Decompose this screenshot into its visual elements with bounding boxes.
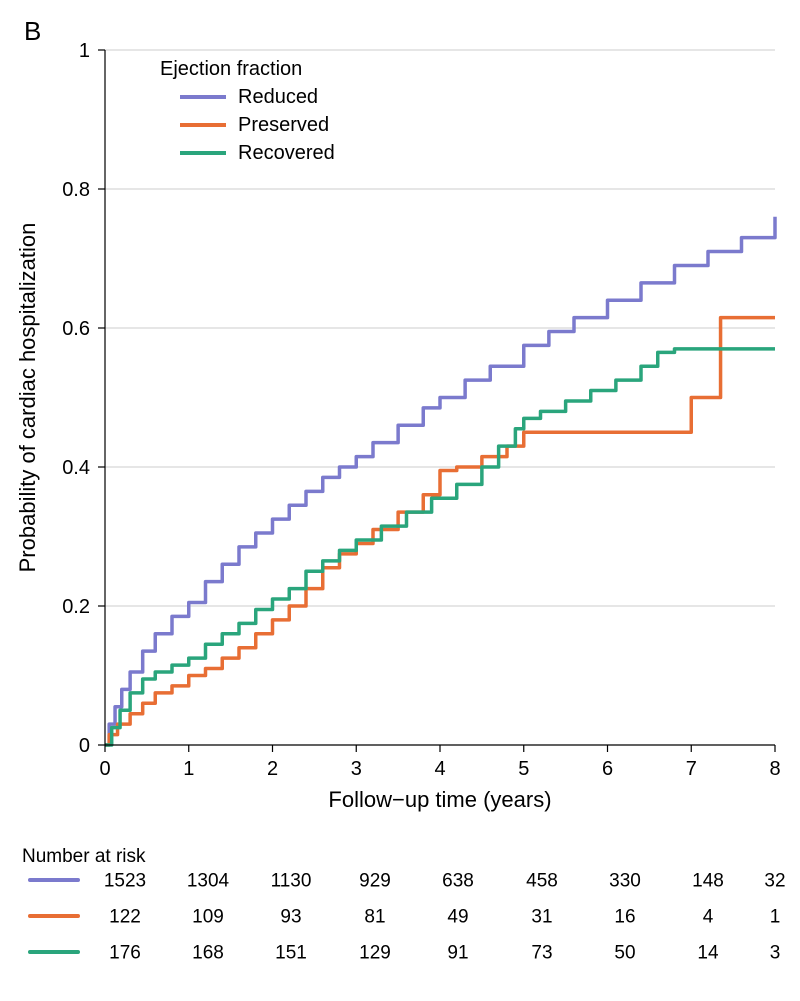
x-axis-label: Follow−up time (years) [328,787,551,812]
x-tick-label: 0 [99,758,110,780]
x-tick-label: 7 [686,758,697,780]
risk-cell: 129 [359,943,391,964]
chart-svg: B 0 1 2 3 4 5 6 7 8 0 0.2 0.4 0.6 0.8 1 Follow−up time (… [0,0,800,1001]
y-tick-label: 0.6 [62,318,90,340]
x-tick-label: 3 [351,758,362,780]
risk-cell: 458 [526,871,558,892]
risk-cell: 93 [280,907,301,928]
risk-cell: 91 [447,943,468,964]
risk-cell: 1 [770,907,781,928]
risk-cell: 73 [531,943,552,964]
x-tick-label: 8 [769,758,780,780]
y-axis-label: Probability of cardiac hospitalization [15,223,40,573]
risk-cell: 176 [109,943,141,964]
risk-cell: 16 [614,907,635,928]
risk-cell: 1130 [271,871,312,892]
risk-cell: 122 [109,907,141,928]
y-tick-label: 0.2 [62,596,90,618]
risk-cell: 148 [692,871,724,892]
risk-cell: 109 [192,907,224,928]
risk-cell: 330 [609,871,641,892]
risk-cell: 14 [697,943,719,964]
risk-cell: 32 [764,871,785,892]
risk-table-title: Number at risk [22,846,146,867]
figure-container: { "panel_label": "B", "chart": { "type":… [0,0,800,1001]
risk-cell: 1304 [187,871,230,892]
risk-cell: 929 [359,871,391,892]
legend-item-label: Reduced [238,86,318,108]
legend-title: Ejection fraction [160,58,302,80]
x-tick-label: 5 [518,758,529,780]
y-tick-label: 0.8 [62,179,90,201]
risk-cell: 49 [447,907,468,928]
risk-cell: 31 [531,907,552,928]
x-tick-label: 4 [434,758,445,780]
risk-cell: 4 [703,907,714,928]
x-tick-label: 1 [183,758,194,780]
x-tick-label: 6 [602,758,613,780]
x-tick-label: 2 [267,758,278,780]
y-tick-label: 1 [79,40,90,62]
legend-item-label: Recovered [238,142,335,164]
y-tick-label: 0 [79,735,90,757]
risk-cell: 638 [442,871,474,892]
risk-cell: 3 [770,943,781,964]
risk-cell: 1523 [104,871,146,892]
risk-cell: 81 [364,907,385,928]
y-tick-label: 0.4 [62,457,90,479]
panel-label: B [24,16,41,46]
risk-cell: 151 [275,943,307,964]
risk-cell: 50 [614,943,635,964]
legend-item-label: Preserved [238,114,329,136]
risk-cell: 168 [192,943,224,964]
